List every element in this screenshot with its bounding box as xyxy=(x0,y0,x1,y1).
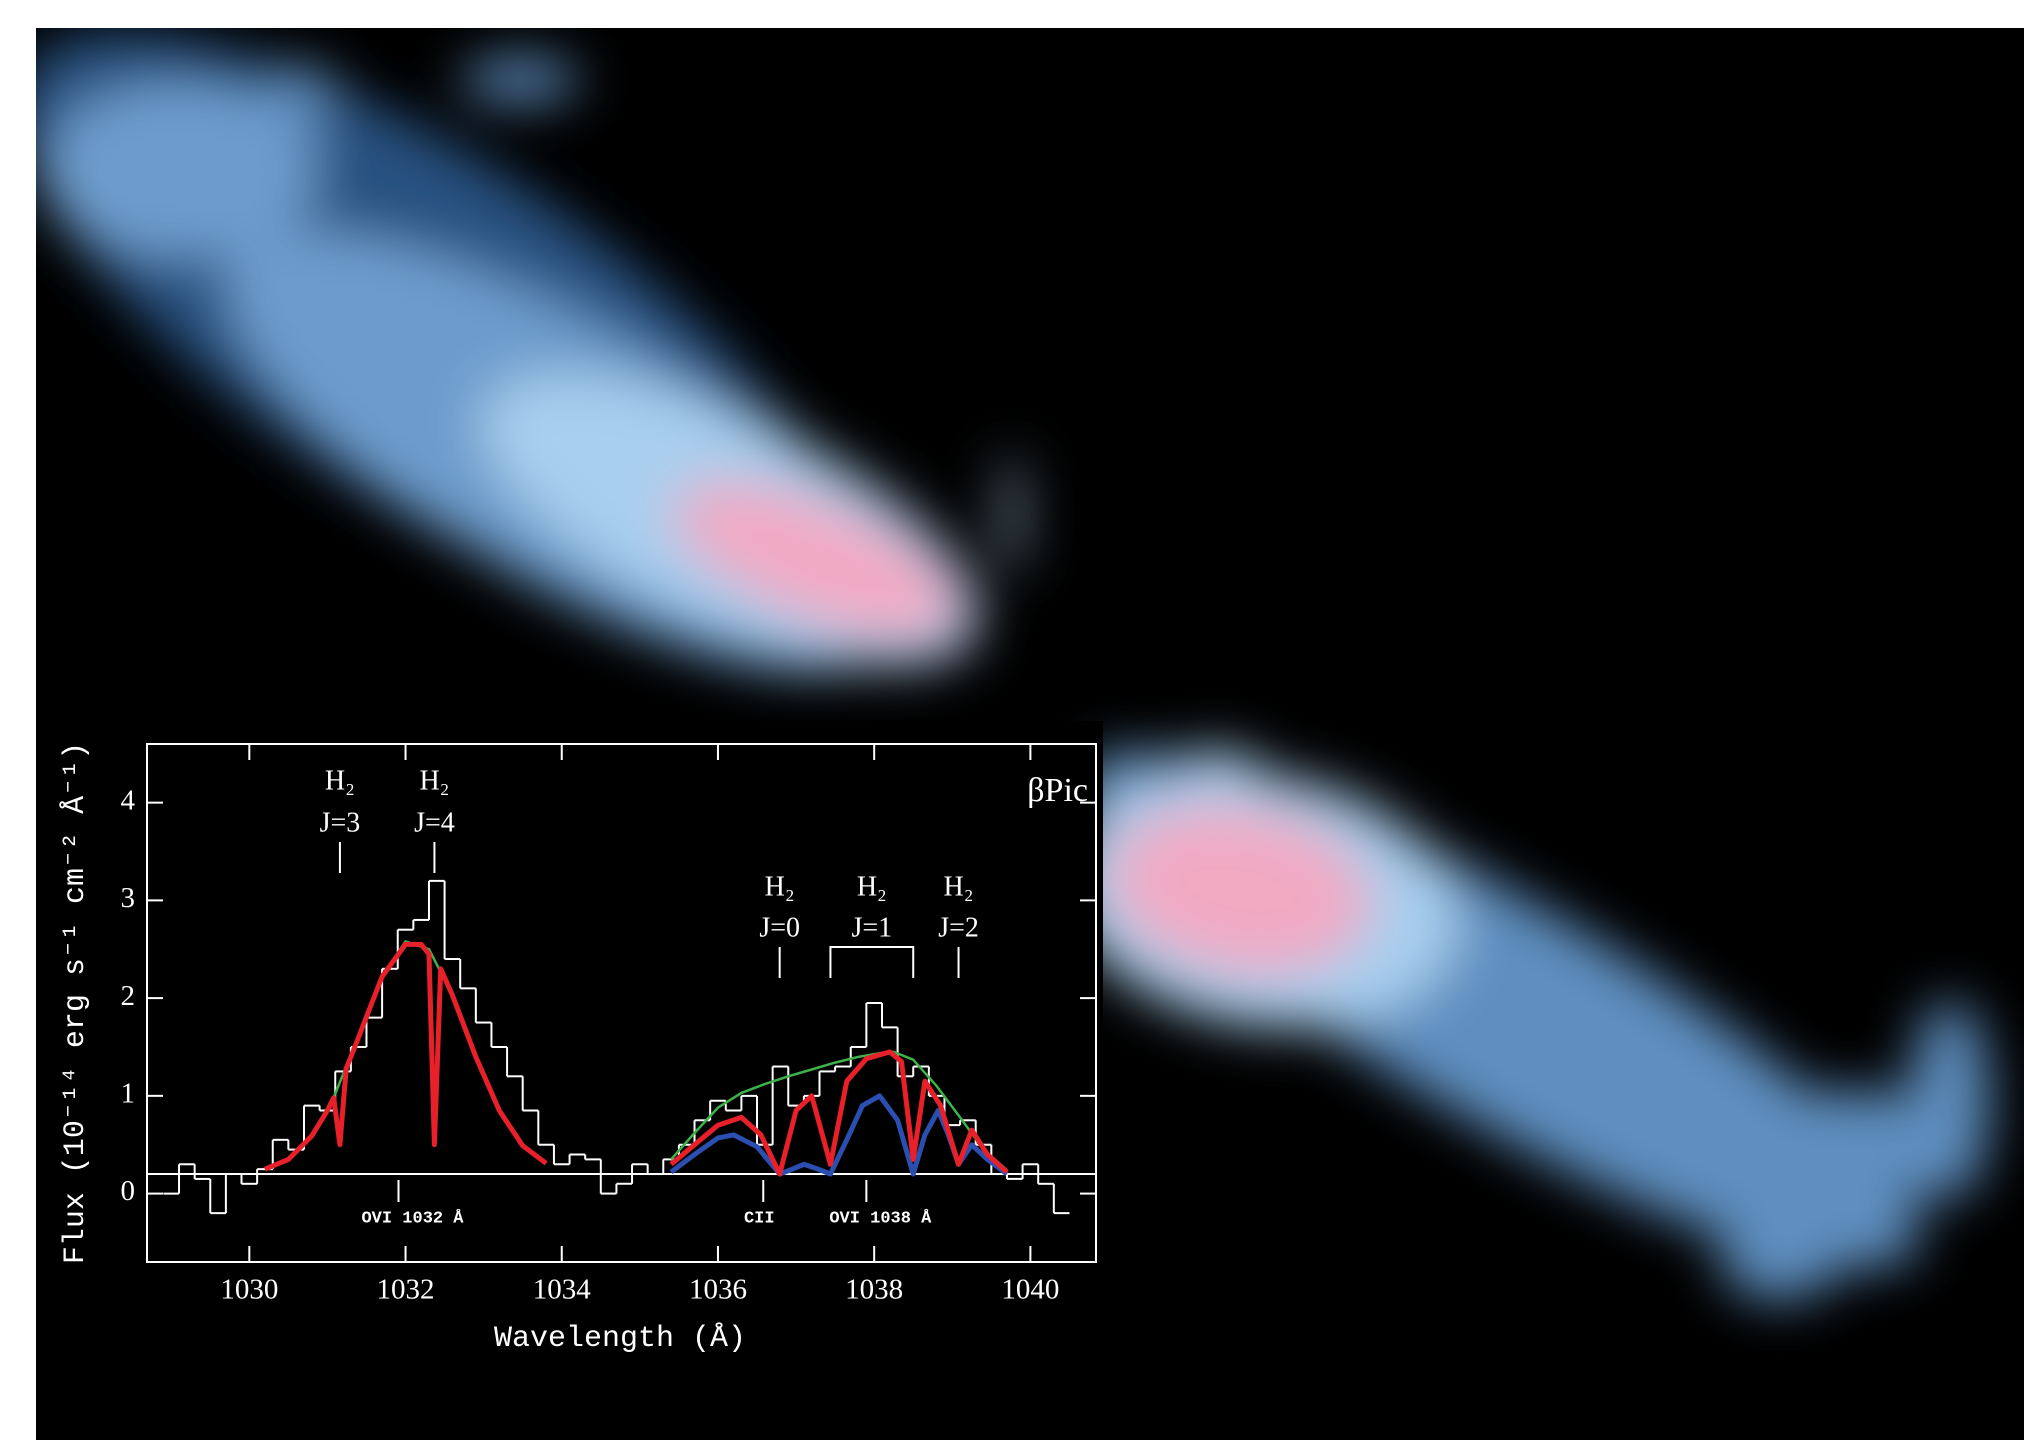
x-tick-label: 1032 xyxy=(377,1274,435,1306)
x-tick-label: 1040 xyxy=(1001,1274,1059,1306)
disk-glow xyxy=(1004,455,1020,575)
object-label: βPic xyxy=(1027,772,1088,809)
disk-glow xyxy=(1910,1000,1990,1200)
x-tick-label: 1030 xyxy=(220,1274,278,1306)
x-tick-label: 1036 xyxy=(689,1274,747,1306)
species-label: H₂ xyxy=(944,871,974,902)
species-label: H₂ xyxy=(325,765,355,796)
disk-glow xyxy=(460,58,580,102)
transition-label: J=4 xyxy=(414,807,455,838)
transition-label: J=1 xyxy=(851,912,892,943)
y-tick-label: 1 xyxy=(121,1078,136,1110)
ion-label: OVI 1038 Å xyxy=(829,1208,932,1228)
x-axis-label: Wavelength (Å) xyxy=(494,1322,746,1356)
y-tick-label: 0 xyxy=(121,1175,136,1207)
y-tick-label: 4 xyxy=(121,784,136,816)
disk-glow xyxy=(1182,750,1258,790)
disk-glow xyxy=(265,65,335,125)
y-axis-label: Flux (10⁻¹⁴ erg s⁻¹ cm⁻² Å⁻¹) xyxy=(59,742,93,1264)
species-label: H₂ xyxy=(765,871,795,902)
page: {"chart_data": { "type": "line", "object… xyxy=(0,0,2024,1449)
ion-label: OVI 1032 Å xyxy=(361,1208,464,1228)
species-label: H₂ xyxy=(857,871,887,902)
x-tick-label: 1038 xyxy=(845,1274,903,1306)
disk-glow xyxy=(1720,1220,1840,1300)
y-tick-label: 2 xyxy=(121,980,136,1012)
transition-label: J=2 xyxy=(938,912,979,943)
x-tick-label: 1034 xyxy=(533,1274,592,1306)
ion-label: CII xyxy=(744,1209,775,1228)
transition-label: J=3 xyxy=(320,807,361,838)
y-tick-label: 3 xyxy=(121,882,136,914)
species-label: H₂ xyxy=(419,765,449,796)
transition-label: J=0 xyxy=(759,912,800,943)
figure: Wavelength (Å) Flux (10⁻¹⁴ erg s⁻¹ cm⁻² … xyxy=(0,0,2024,1449)
